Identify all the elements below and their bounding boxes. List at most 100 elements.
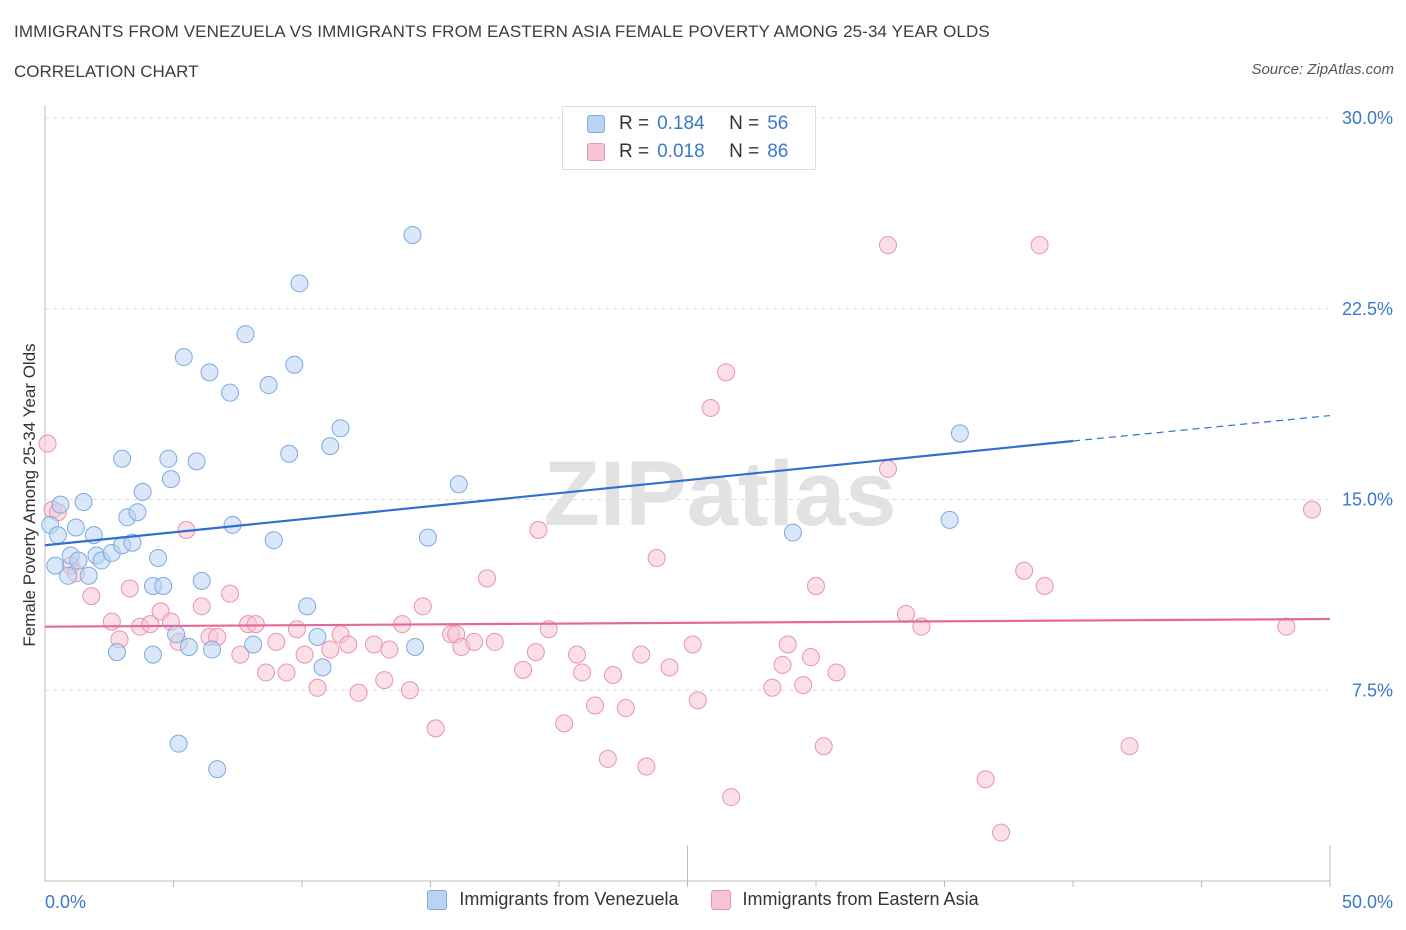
venezuela-point: [74, 493, 93, 512]
eastasia-point: [683, 635, 702, 654]
eastasia-point: [1277, 617, 1296, 636]
eastasia-point: [277, 663, 296, 682]
eastasia-point: [413, 597, 432, 616]
eastasia-point: [637, 757, 656, 776]
eastasia-point: [231, 645, 250, 664]
eastasia-point: [287, 620, 306, 639]
y-tick-label: 22.5%: [1342, 299, 1393, 319]
trend-lines: [44, 414, 1331, 628]
eastasia-point: [616, 699, 635, 718]
venezuela-point: [418, 528, 437, 547]
venezuela-point: [783, 523, 802, 542]
eastasia-point: [896, 604, 915, 623]
gridlines: [45, 117, 1330, 691]
eastasia-point: [814, 737, 833, 756]
eastasia-point: [321, 640, 340, 659]
venezuela-swatch: [587, 115, 605, 133]
venezuela-point: [236, 325, 255, 344]
eastasia-point: [688, 691, 707, 710]
venezuela-trend-extension: [1072, 414, 1331, 442]
eastasia-point: [701, 398, 720, 417]
y-tick-label: 30.0%: [1342, 108, 1393, 128]
legend-r-value: 0.018: [657, 141, 705, 162]
venezuela-point: [449, 475, 468, 494]
eastasia-point: [82, 587, 101, 606]
legend-n-label: N =: [729, 141, 760, 162]
venezuela-point: [167, 625, 186, 644]
venezuela-point: [179, 638, 198, 657]
venezuela-point: [107, 643, 126, 662]
venezuela-point: [406, 638, 425, 657]
eastasia-point: [295, 645, 314, 664]
eastasia-point: [120, 579, 139, 598]
venezuela-point: [187, 452, 206, 471]
eastasia-point: [992, 823, 1011, 842]
eastasia-point: [526, 643, 545, 662]
eastasia-point: [778, 635, 797, 654]
legend-n-label: N =: [729, 113, 760, 134]
eastasia-point: [827, 663, 846, 682]
venezuela-point: [308, 627, 327, 646]
venezuela-legend-swatch: [427, 889, 448, 910]
venezuela-point: [59, 566, 78, 585]
eastasia-point: [529, 521, 548, 540]
eastasia-point: [878, 236, 897, 255]
venezuela-point: [313, 658, 332, 677]
eastasia-point: [585, 696, 604, 715]
eastasia-point: [426, 719, 445, 738]
eastasia-point: [257, 663, 276, 682]
legend-r-value: 0.184: [657, 113, 705, 134]
legend-row-venezuela: R = 0.184 N = 56: [587, 112, 788, 136]
eastasia-point: [539, 620, 558, 639]
eastasia-point: [485, 632, 504, 651]
eastasia-point: [555, 714, 574, 733]
venezuela-point: [159, 449, 178, 468]
eastasia-point: [349, 683, 368, 702]
eastasia-point: [598, 749, 617, 768]
venezuela-point: [221, 383, 240, 402]
venezuela-point: [290, 274, 309, 293]
eastasia-swatch: [587, 143, 605, 161]
eastasia-legend-label: Immigrants from Eastern Asia: [742, 889, 979, 909]
chart-subtitle: CORRELATION CHART: [14, 62, 199, 81]
x-tick-label: 50.0%: [1342, 892, 1393, 912]
eastasia-points: [38, 236, 1322, 842]
eastasia-point: [632, 645, 651, 664]
series-legend-eastasia: Immigrants from Eastern Asia: [710, 889, 979, 910]
venezuela-point: [259, 376, 278, 395]
venezuela-points: [41, 225, 969, 779]
venezuela-point: [950, 424, 969, 443]
venezuela-point: [331, 419, 350, 438]
eastasia-point: [1303, 500, 1322, 519]
venezuela-point: [285, 355, 304, 374]
eastasia-point: [807, 576, 825, 595]
axes: [44, 105, 1331, 887]
eastasia-point: [773, 655, 792, 674]
venezuela-point: [208, 760, 227, 779]
eastasia-point: [1030, 236, 1049, 255]
eastasia-point: [763, 678, 782, 697]
eastasia-point: [1035, 576, 1054, 595]
eastasia-point: [267, 632, 286, 651]
eastasia-point: [717, 363, 736, 382]
eastasia-point: [514, 660, 533, 679]
eastasia-point: [878, 459, 897, 478]
venezuela-point: [154, 576, 173, 595]
venezuela-point: [51, 495, 70, 514]
eastasia-point: [380, 640, 399, 659]
eastasia-point: [647, 548, 666, 567]
venezuela-point: [940, 510, 959, 529]
eastasia-point: [1120, 737, 1139, 756]
venezuela-point: [321, 437, 340, 456]
venezuela-point: [128, 503, 147, 522]
y-tick-label: 15.0%: [1342, 490, 1393, 510]
legend-r-label: R =: [619, 141, 650, 162]
eastasia-legend-swatch: [710, 889, 731, 910]
venezuela-point: [403, 225, 422, 244]
eastasia-point: [976, 770, 995, 789]
venezuela-legend-label: Immigrants from Venezuela: [459, 889, 679, 909]
eastasia-point: [246, 615, 265, 634]
venezuela-point: [169, 734, 188, 753]
venezuela-point: [264, 531, 283, 550]
